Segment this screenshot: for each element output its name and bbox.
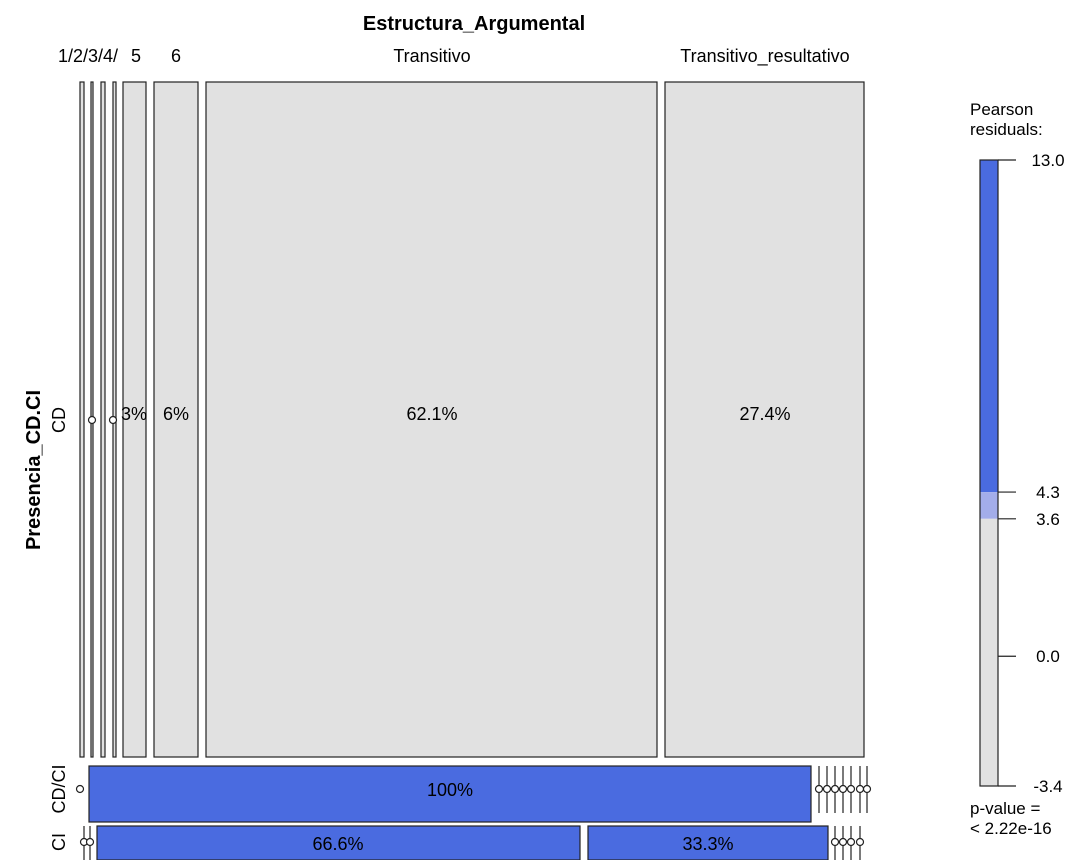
zero-cell-marker [830,784,840,794]
legend-tick-label-1: 4.3 [1036,483,1060,502]
mosaic-tiles [75,81,872,860]
zero-cell-marker [846,784,856,794]
zero-cell-marker [838,837,848,847]
zero-cell-marker [822,784,832,794]
tile-percentage-labels: 3% 6% 62.1% 27.4% 100% 66.6% 33.3% [121,404,791,854]
zero-cell-marker [846,837,856,847]
tile-label-cd-transitivo_resultativo: 27.4% [739,404,790,424]
zero-cell-marker [75,784,85,794]
top-label-1: 5 [131,46,141,66]
legend-tick-label-2: 3.6 [1036,510,1060,529]
tile-ci-3 [96,825,581,860]
zero-cell-marker [862,784,872,794]
tile-label-cd-6: 6% [163,404,189,424]
legend-tick-label-4: -3.4 [1033,777,1062,796]
legend-shade-2 [980,518,998,786]
tile-cd-3 [100,81,106,758]
tile-cd-1 [79,81,85,758]
tile-label-ci-transitivo: 33.3% [682,834,733,854]
tile-label-ci-3: 66.6% [312,834,363,854]
legend-title-line-1: residuals: [970,120,1043,139]
zero-cell-marker [855,784,865,794]
top-label-0: 1/2/3/4/ [58,46,118,66]
chart-title: Estructura_Argumental [363,13,585,35]
row-label-cd-ci: CD/CI [49,765,69,814]
zero-cell-marker [855,837,865,847]
legend-tick-label-3: 0.0 [1036,647,1060,666]
legend-shade-0 [980,160,998,493]
p-value-line-0: p-value = [970,799,1040,818]
tile-ci-transitivo [587,825,829,860]
zero-cell-marker [85,837,95,847]
tile-label-cd-5: 3% [121,404,147,424]
zero-cell-marker [87,415,97,425]
zero-cell-marker [108,415,118,425]
p-value-line-1: < 2.22e-16 [970,819,1052,838]
legend-tick-label-0: 13.0 [1031,151,1064,170]
top-category-labels: 1/2/3/4/5 6 Transitivo Transitivo_resultati… [58,46,850,67]
zero-cell-marker [830,837,840,847]
row-label-ci: CI [49,833,69,851]
tile-cd-5 [122,81,147,758]
top-label-2: 6 [171,46,181,66]
zero-cell-marker [838,784,848,794]
zero-cell-marker [814,784,824,794]
legend-title-line-0: Pearson [970,100,1033,119]
y-axis-label: Presencia_CD.CI [23,390,45,550]
legend-bar-frame [979,159,999,787]
top-label-3: Transitivo [393,46,470,66]
row-label-cd: CD [49,407,69,433]
top-label-4: Transitivo_resultativo [680,46,849,67]
tile-cd-ci-2 [88,765,812,823]
tile-cd-transitivo [205,81,658,758]
tile-cd-transitivo_resultativo [664,81,865,758]
tile-label-cd-transitivo: 62.1% [406,404,457,424]
tile-label-cd-ci-2: 100% [427,780,473,800]
legend-shade-1 [980,492,998,519]
tile-cd-6 [153,81,199,758]
row-category-labels: CD CD/CI CI [49,407,69,851]
